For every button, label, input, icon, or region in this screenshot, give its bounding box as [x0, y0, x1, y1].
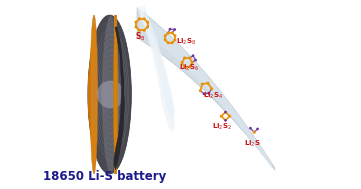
Circle shape: [208, 92, 210, 94]
Text: 18650 Li-S battery: 18650 Li-S battery: [43, 170, 166, 183]
Polygon shape: [114, 27, 125, 170]
Text: Li$_2$S$_4$: Li$_2$S$_4$: [203, 91, 223, 101]
Circle shape: [164, 34, 167, 37]
Text: Li$_2$S$_2$: Li$_2$S$_2$: [212, 122, 232, 132]
Polygon shape: [88, 15, 95, 174]
Circle shape: [164, 38, 167, 41]
Circle shape: [183, 65, 186, 68]
Ellipse shape: [88, 15, 131, 174]
Circle shape: [169, 28, 171, 30]
Polygon shape: [137, 8, 275, 170]
Circle shape: [174, 38, 177, 41]
Circle shape: [249, 127, 252, 129]
Circle shape: [143, 29, 145, 32]
Circle shape: [180, 61, 183, 64]
Circle shape: [188, 57, 191, 60]
Circle shape: [210, 87, 213, 90]
Polygon shape: [114, 15, 117, 174]
Circle shape: [220, 115, 223, 118]
Circle shape: [138, 17, 141, 20]
Ellipse shape: [97, 81, 125, 108]
Polygon shape: [137, 6, 175, 132]
Circle shape: [171, 31, 174, 34]
Circle shape: [191, 61, 194, 64]
Text: Li$_2$S$_6$: Li$_2$S$_6$: [179, 63, 199, 73]
Circle shape: [135, 26, 138, 29]
Circle shape: [194, 59, 197, 61]
Circle shape: [171, 41, 174, 44]
Circle shape: [173, 28, 176, 31]
Circle shape: [199, 89, 202, 92]
Circle shape: [253, 131, 256, 134]
Circle shape: [201, 83, 204, 86]
Circle shape: [203, 93, 205, 95]
Text: Li$_2$S: Li$_2$S: [244, 139, 261, 149]
Circle shape: [174, 34, 177, 37]
Circle shape: [166, 31, 170, 34]
Circle shape: [146, 26, 149, 29]
Polygon shape: [143, 6, 175, 121]
Text: S$_8$: S$_8$: [135, 30, 145, 43]
Circle shape: [224, 119, 227, 122]
Ellipse shape: [102, 15, 119, 174]
Circle shape: [206, 82, 209, 85]
Ellipse shape: [90, 15, 98, 174]
Circle shape: [138, 29, 141, 32]
Circle shape: [224, 111, 227, 113]
Polygon shape: [140, 10, 272, 169]
Circle shape: [192, 54, 194, 57]
Circle shape: [183, 57, 186, 60]
Circle shape: [146, 21, 149, 24]
Text: Li$_2$S$_8$: Li$_2$S$_8$: [176, 37, 196, 47]
Circle shape: [135, 21, 138, 24]
Circle shape: [228, 115, 231, 118]
Ellipse shape: [114, 15, 118, 174]
Circle shape: [166, 41, 170, 44]
Circle shape: [256, 128, 259, 130]
Circle shape: [143, 17, 145, 20]
Circle shape: [188, 65, 191, 68]
